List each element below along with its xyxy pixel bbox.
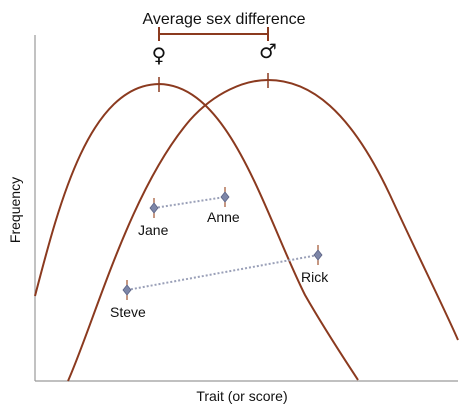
steve-rick-connector: [126, 254, 319, 291]
female-distribution-curve: [34, 82, 359, 381]
anne-label: Anne: [207, 209, 240, 225]
jane-marker: [149, 198, 159, 218]
male-distribution-curve: [67, 78, 459, 382]
average-difference-bracket: [158, 27, 269, 41]
rick-label: Rick: [301, 269, 329, 285]
rick-marker: [313, 245, 323, 265]
anne-marker: [220, 187, 230, 207]
jane-anne-connector: [153, 196, 226, 209]
female-symbol: ♀: [152, 43, 167, 67]
steve-marker: [122, 280, 132, 300]
steve-label: Steve: [110, 304, 146, 320]
y-axis-label: Frequency: [7, 177, 23, 243]
jane-label: Jane: [138, 222, 169, 238]
diagram-title: Average sex difference: [142, 11, 305, 28]
x-axis-label: Trait (or score): [196, 388, 287, 404]
male-symbol: ♂: [259, 39, 277, 63]
